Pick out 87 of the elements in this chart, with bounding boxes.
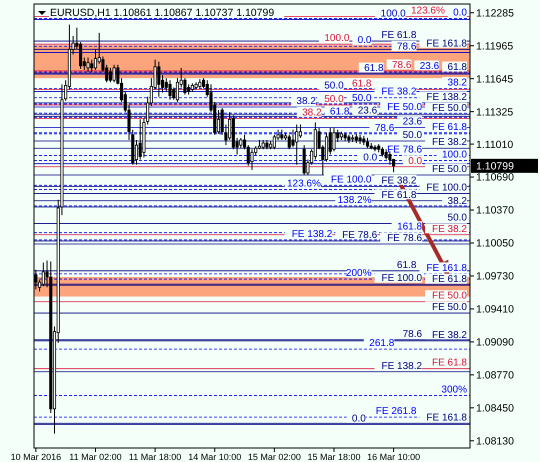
- ref-line-label: FE 161.8: [426, 412, 468, 424]
- annotation: 300%: [441, 384, 468, 396]
- ref-line-label: FE 38.2: [381, 86, 417, 98]
- y-tick-label: 1.11010: [476, 138, 514, 151]
- x-tick-label: 15 Mar 02:00: [248, 452, 301, 462]
- y-tick-label: 1.09410: [476, 304, 514, 316]
- x-tick-label: 11 Mar 18:00: [128, 452, 182, 462]
- annotation: 200%: [346, 268, 372, 280]
- annotation: 61.8: [364, 63, 384, 74]
- ref-line-label: FE 100.0: [426, 182, 468, 194]
- ref-line-label: FE 61.8: [432, 122, 468, 133]
- annotation: 123.6%: [410, 5, 446, 16]
- annotation: 23.6: [420, 60, 440, 72]
- x-tick-label: 10 Mar 2016: [10, 452, 62, 462]
- ref-line-label: FE 161.8: [426, 262, 468, 274]
- ref-line-label: FE 61.8: [432, 274, 468, 286]
- annotation: 50.0: [324, 80, 344, 92]
- ref-line-label: FE 138.2: [426, 92, 468, 103]
- annotation: 78.6: [374, 122, 395, 134]
- annotation: 100.0: [442, 150, 468, 161]
- y-tick-label: 1.08130: [476, 435, 514, 448]
- annotation: 23.6: [358, 105, 378, 116]
- annotation: 61.8: [352, 78, 372, 90]
- y-tick-label: 1.10690: [476, 172, 514, 184]
- ref-line-label: FE 38.2: [381, 175, 417, 186]
- ref-line-label: FE 38.2: [432, 137, 468, 148]
- ref-line-label: FE 38.2: [432, 224, 468, 235]
- ref-line-label: FE 78.6: [387, 144, 423, 156]
- x-tick-label: 15 Mar 18:00: [307, 452, 361, 462]
- annotation: 61.8: [448, 62, 468, 74]
- y-tick-label: 1.12285: [476, 7, 514, 20]
- ref-line-label: FE 138.2: [292, 228, 333, 240]
- x-tick-label: 14 Mar 10:00: [188, 452, 242, 462]
- annotation: 161.8: [397, 222, 423, 233]
- annotation: 23.6: [402, 116, 423, 128]
- annotation: 100.0: [380, 8, 406, 20]
- annotation: 0.0: [408, 156, 423, 167]
- annotation: 78.6: [402, 328, 423, 340]
- y-tick-label: 1.10370: [476, 204, 514, 217]
- annotation: 38.2: [448, 77, 468, 88]
- annotation: 0.0: [363, 152, 378, 164]
- y-tick-label: 1.10050: [476, 238, 514, 250]
- ref-line-label: FE 38.2: [432, 330, 468, 341]
- chart-title: EURUSD,H1 1.10861 1.10867 1.10737 1.10799: [50, 7, 274, 19]
- annotation: 50.0: [324, 94, 344, 105]
- annotation: 138.2%: [338, 194, 372, 206]
- annotation: 38.2: [296, 96, 316, 108]
- annotation: 61.8: [330, 106, 350, 118]
- ref-line-label: FE 61.8: [381, 30, 417, 42]
- ref-line-label: FE 161.8: [426, 38, 468, 50]
- annotation: 78.6: [392, 60, 412, 71]
- annotation: 100.0: [324, 33, 350, 44]
- x-tick-label: 11 Mar 02:00: [69, 452, 122, 462]
- y-tick-label: 1.09090: [476, 336, 514, 349]
- annotation: 0.0: [453, 7, 468, 18]
- ref-line-label: FE 78.6: [387, 233, 423, 244]
- y-tick-label: 1.11325: [476, 106, 514, 118]
- annotation: 0.0: [352, 413, 366, 424]
- ref-line-label: FE 78.6: [342, 230, 378, 241]
- y-tick-label: 1.09730: [476, 270, 514, 283]
- ref-line-label: FE 50.0: [432, 290, 468, 302]
- annotation: 61.8: [396, 260, 417, 271]
- x-tick-label: 16 Mar 10:00: [367, 452, 420, 462]
- annotation: 0.0: [358, 35, 372, 46]
- ref-line-label: FE 50.0: [387, 102, 423, 114]
- y-tick-label: 1.08770: [476, 370, 514, 382]
- ref-line-label: FE 61.8: [432, 358, 468, 369]
- ref-line-label: FE 50.0: [432, 164, 468, 176]
- y-tick-label: 1.11965: [476, 40, 514, 52]
- annotation: 50.0: [448, 212, 468, 224]
- annotation: 261.8: [369, 338, 395, 350]
- annotation: 38.2: [448, 196, 468, 207]
- ref-line-label: FE 50.0: [432, 302, 468, 314]
- y-tick-label: 1.08450: [476, 402, 514, 414]
- ref-line-label: FE 261.8: [376, 406, 417, 418]
- ref-line-label: FE 100.0: [330, 174, 372, 186]
- ref-line-label: FE 138.2: [382, 360, 423, 372]
- y-tick-label: 1.11645: [476, 73, 514, 86]
- ref-line-label: FE 50.0: [432, 103, 468, 114]
- text: 1.10799: [476, 160, 514, 173]
- ref-line-label: FE 61.8: [381, 190, 417, 201]
- annotation: 50.0: [402, 130, 423, 142]
- annotation: 50.0: [352, 92, 372, 104]
- annotation: 38.2: [302, 107, 322, 118]
- annotation: 123.6%: [286, 178, 322, 190]
- annotation: 78.6: [396, 41, 417, 52]
- ref-line-label: FE 100.0: [382, 273, 423, 284]
